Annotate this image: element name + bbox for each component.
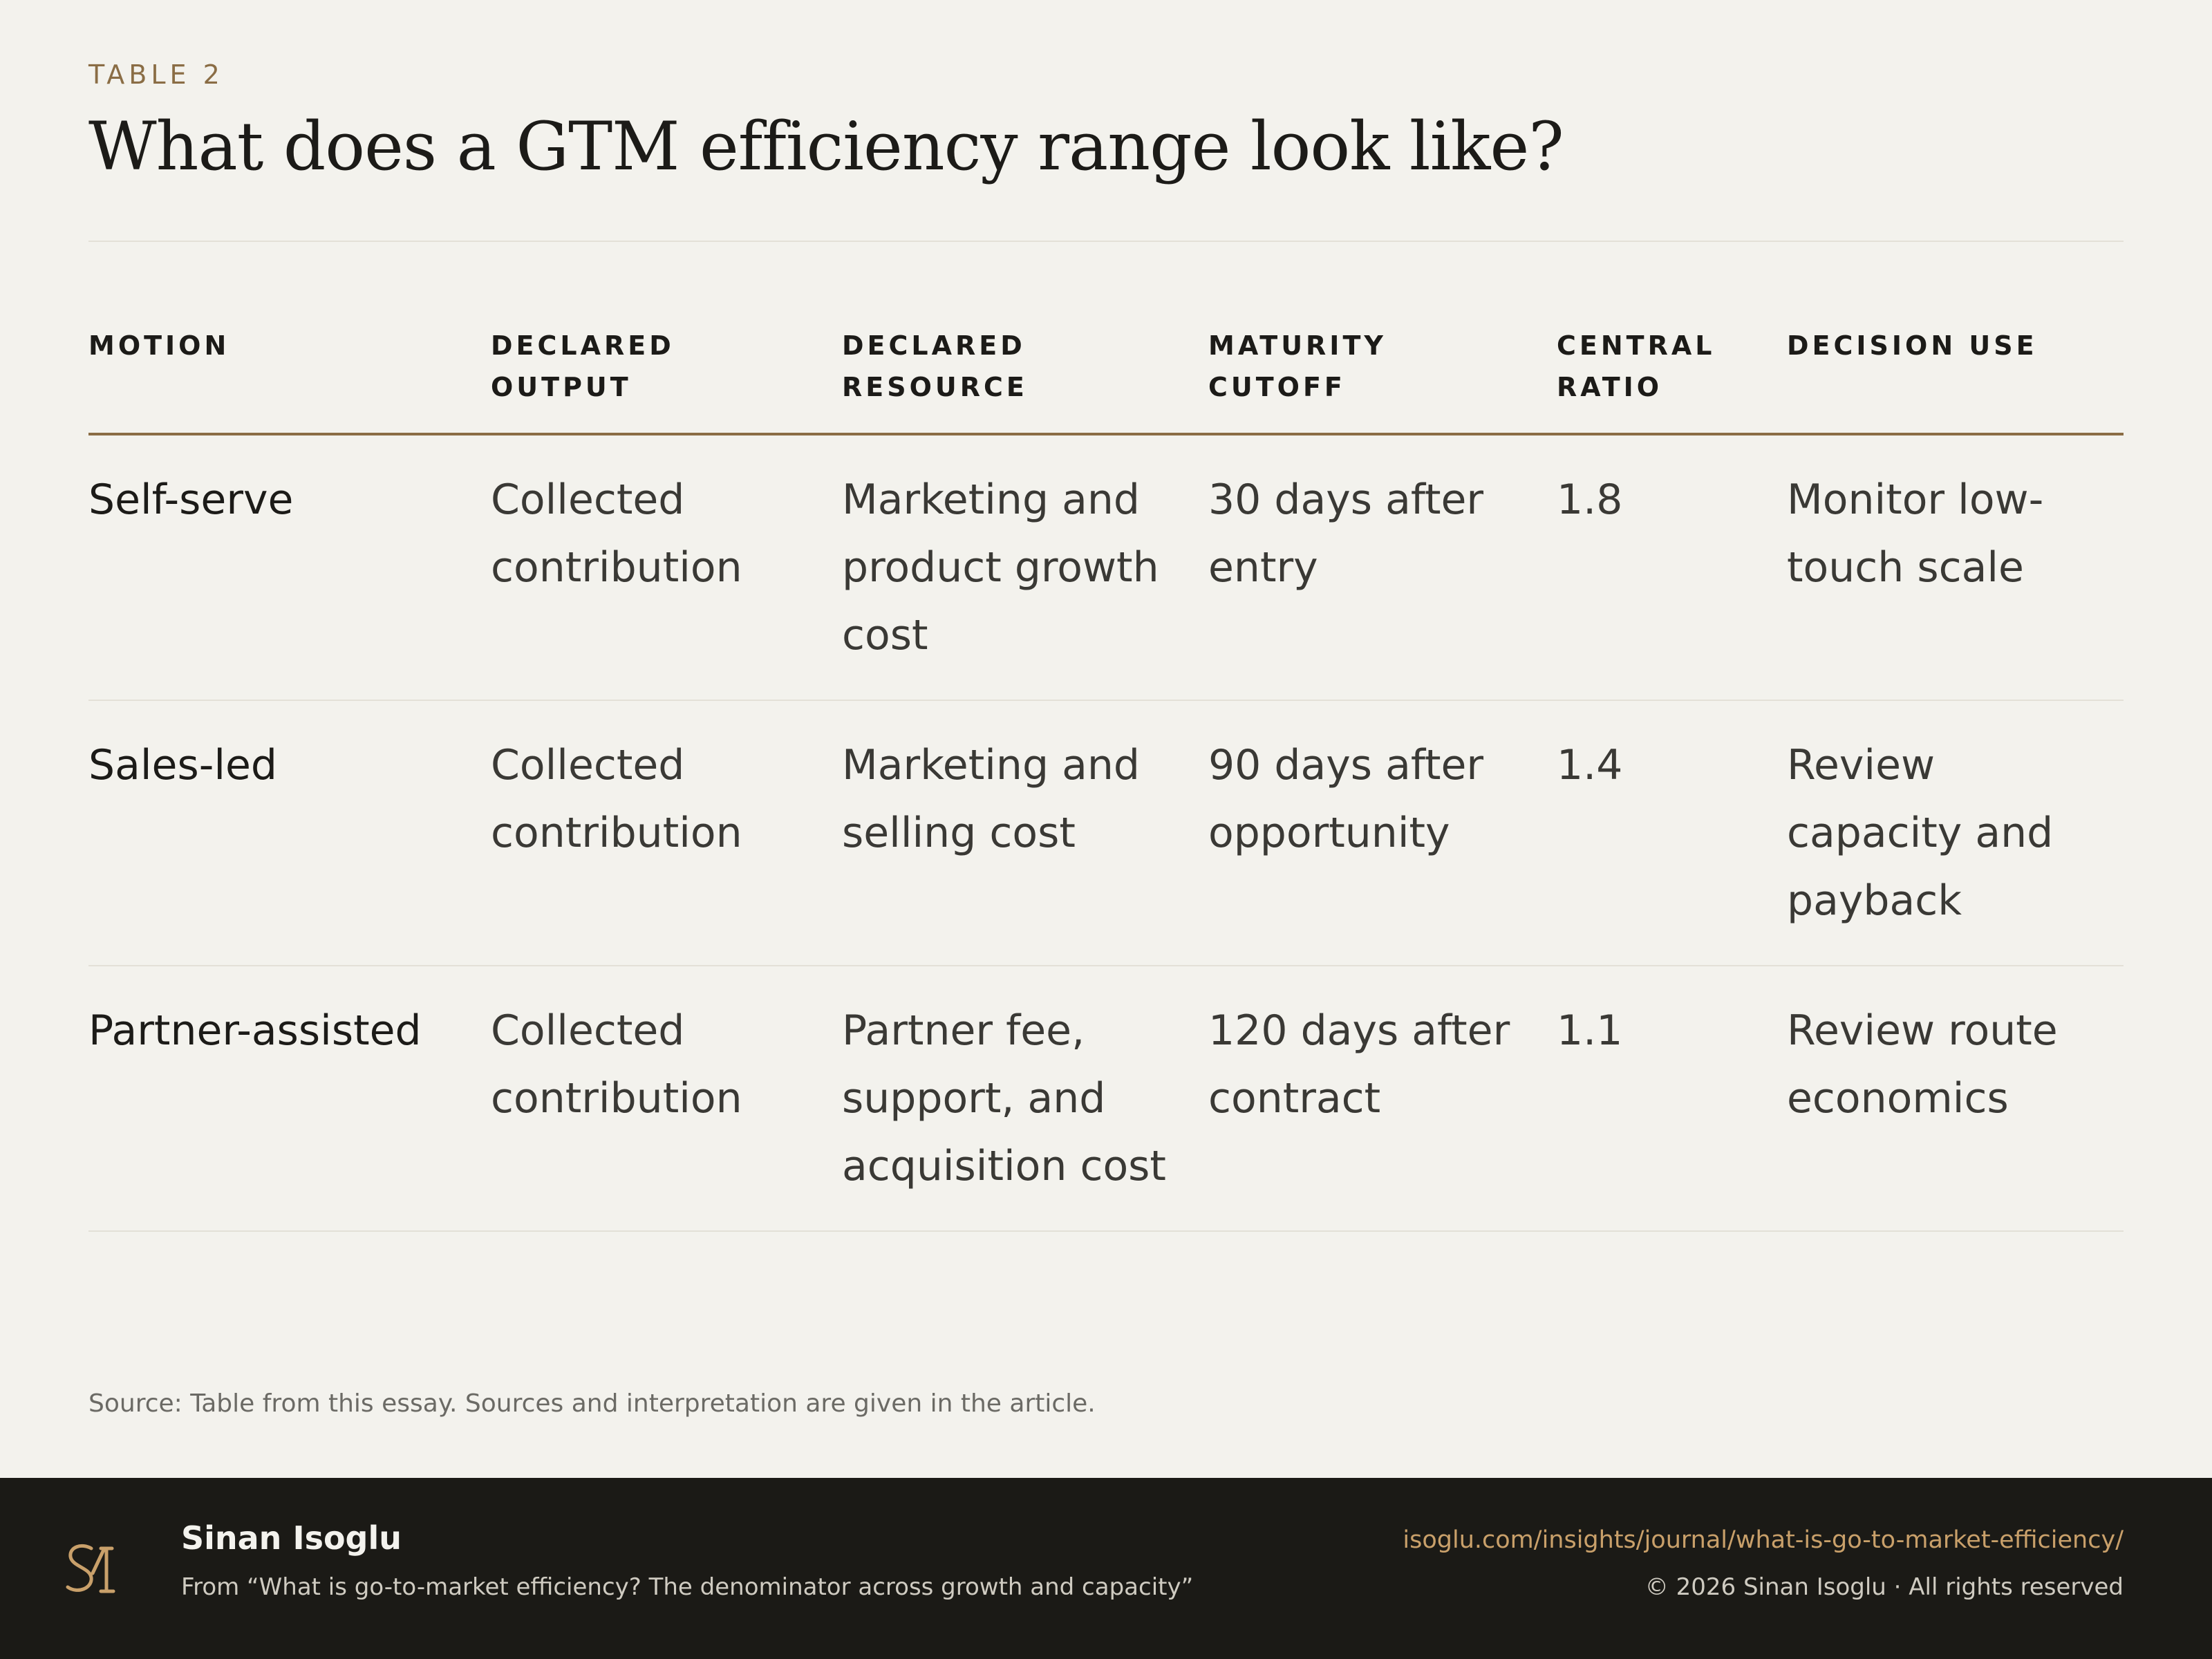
cell-declared-resource: Partner fee, support, and acquisition co… bbox=[842, 966, 1208, 1232]
table-header-row: MOTION DECLARED OUTPUT DECLARED RESOURCE… bbox=[88, 325, 2124, 435]
cell-declared-output: Collected contribution bbox=[491, 966, 842, 1232]
cell-motion: Self-serve bbox=[88, 434, 491, 701]
source-note: Source: Table from this essay. Sources a… bbox=[88, 1389, 1096, 1418]
article-link[interactable]: isoglu.com/insights/journal/what-is-go-t… bbox=[1403, 1526, 2124, 1554]
column-header-declared-resource: DECLARED RESOURCE bbox=[842, 325, 1208, 435]
cell-declared-output: Collected contribution bbox=[491, 434, 842, 701]
cell-declared-resource: Marketing and selling cost bbox=[842, 700, 1208, 966]
footer: Sinan Isoglu From “What is go-to-market … bbox=[0, 1478, 2212, 1659]
cell-motion: Partner-assisted bbox=[88, 966, 491, 1232]
efficiency-table: MOTION DECLARED OUTPUT DECLARED RESOURCE… bbox=[88, 325, 2124, 1232]
cell-decision-use: Monitor low-touch scale bbox=[1787, 434, 2124, 701]
cell-maturity-cutoff: 90 days after opportunity bbox=[1208, 700, 1557, 966]
cell-maturity-cutoff: 30 days after entry bbox=[1208, 434, 1557, 701]
copyright-notice: © 2026 Sinan Isoglu · All rights reserve… bbox=[1644, 1573, 2124, 1601]
column-header-decision-use: DECISION USE bbox=[1787, 325, 2124, 435]
si-monogram-icon bbox=[66, 1544, 115, 1593]
table-row: Self-serve Collected contribution Market… bbox=[88, 434, 2124, 701]
page-title: What does a GTM efficiency range look li… bbox=[88, 108, 1564, 185]
column-header-maturity-cutoff: MATURITY CUTOFF bbox=[1208, 325, 1557, 435]
title-divider bbox=[88, 241, 2124, 242]
cell-maturity-cutoff: 120 days after contract bbox=[1208, 966, 1557, 1232]
table-row: Sales-led Collected contribution Marketi… bbox=[88, 700, 2124, 966]
cell-declared-resource: Marketing and product growth cost bbox=[842, 434, 1208, 701]
cell-central-ratio: 1.1 bbox=[1557, 966, 1787, 1232]
cell-central-ratio: 1.4 bbox=[1557, 700, 1787, 966]
table-row: Partner-assisted Collected contribution … bbox=[88, 966, 2124, 1232]
table-kicker: TABLE 2 bbox=[88, 59, 224, 90]
column-header-motion: MOTION bbox=[88, 325, 491, 435]
cell-decision-use: Review capacity and payback bbox=[1787, 700, 2124, 966]
cell-motion: Sales-led bbox=[88, 700, 491, 966]
cell-central-ratio: 1.8 bbox=[1557, 434, 1787, 701]
author-name: Sinan Isoglu bbox=[181, 1519, 402, 1557]
column-header-central-ratio: CENTRAL RATIO bbox=[1557, 325, 1787, 435]
cell-decision-use: Review route economics bbox=[1787, 966, 2124, 1232]
column-header-declared-output: DECLARED OUTPUT bbox=[491, 325, 842, 435]
cell-declared-output: Collected contribution bbox=[491, 700, 842, 966]
article-reference: From “What is go-to-market efficiency? T… bbox=[181, 1573, 1194, 1601]
